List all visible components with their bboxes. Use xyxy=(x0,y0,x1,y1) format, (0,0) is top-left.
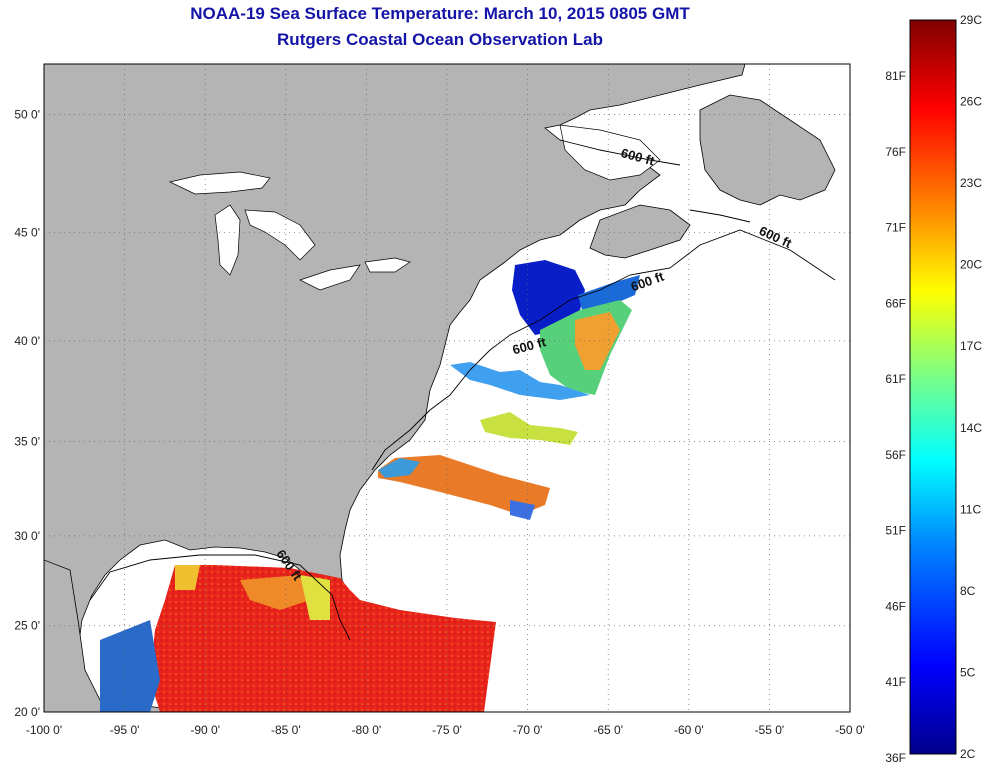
colorbar-celsius-label: 2C xyxy=(960,747,976,761)
colorbar-celsius-label: 29C xyxy=(960,13,982,27)
longitude-tick-label: -65 0' xyxy=(593,723,623,737)
longitude-tick-label: -55 0' xyxy=(755,723,785,737)
latitude-tick-label: 30 0' xyxy=(14,529,40,543)
colorbar xyxy=(909,19,957,755)
newfoundland-land xyxy=(699,94,836,206)
map-subtitle: Rutgers Coastal Ocean Observation Lab xyxy=(277,30,603,49)
latitude-tick-label: 25 0' xyxy=(14,619,40,633)
colorbar-fahrenheit-label: 41F xyxy=(885,675,906,689)
colorbar-celsius-label: 26C xyxy=(960,95,982,109)
colorbar-celsius-label: 14C xyxy=(960,421,982,435)
longitude-tick-label: -75 0' xyxy=(432,723,462,737)
colorbar-fahrenheit-label: 46F xyxy=(885,599,906,613)
nova-scotia-land xyxy=(589,204,691,259)
latitude-tick-label: 40 0' xyxy=(14,334,40,348)
longitude-tick-label: -80 0' xyxy=(352,723,382,737)
colorbar-celsius-label: 20C xyxy=(960,258,982,272)
longitude-tick-label: -85 0' xyxy=(271,723,301,737)
latitude-tick-label: 50 0' xyxy=(14,108,40,122)
st-lawrence xyxy=(559,124,661,181)
colorbar-celsius-label: 17C xyxy=(960,339,982,353)
600-ft-contour-north xyxy=(559,139,751,223)
colorbar-fahrenheit-label: 36F xyxy=(885,751,906,765)
longitude-tick-label: -90 0' xyxy=(190,723,220,737)
longitude-tick-label: -70 0' xyxy=(513,723,543,737)
colorbar-fahrenheit-label: 81F xyxy=(885,69,906,83)
colorbar-celsius-label: 23C xyxy=(960,176,982,190)
latitude-tick-label: 45 0' xyxy=(14,226,40,240)
600-ft-contour xyxy=(89,229,836,641)
colorbar-celsius-label: 8C xyxy=(960,584,976,598)
latitude-ticks: 20 0' 25 0' 30 0' 35 0' 40 0' 45 0' 50 0' xyxy=(14,108,40,719)
great-lakes xyxy=(168,171,411,291)
map-title: NOAA-19 Sea Surface Temperature: March 1… xyxy=(190,4,690,23)
colorbar-celsius-labels: 29C 26C 23C 20C 17C 14C 11C 8C 5C 2C xyxy=(960,13,982,761)
map-frame xyxy=(43,63,851,713)
longitude-tick-label: -100 0' xyxy=(26,723,62,737)
sst-data xyxy=(100,260,640,712)
colorbar-fahrenheit-label: 56F xyxy=(885,448,906,462)
latitude-tick-label: 20 0' xyxy=(14,705,40,719)
latitude-tick-label: 35 0' xyxy=(14,434,40,448)
colorbar-fahrenheit-labels: 81F 76F 71F 66F 61F 56F 51F 46F 41F 36F xyxy=(885,69,906,765)
colorbar-celsius-label: 11C xyxy=(960,502,981,516)
colorbar-celsius-label: 5C xyxy=(960,665,976,679)
colorbar-fahrenheit-label: 61F xyxy=(885,372,906,386)
lat-lon-grid xyxy=(44,64,850,712)
longitude-ticks: -100 0' -95 0' -90 0' -85 0' -80 0' -75 0' -70… xyxy=(26,723,865,737)
longitude-tick-label: -50 0' xyxy=(835,723,865,737)
colorbar-fahrenheit-label: 76F xyxy=(885,145,906,159)
colorbar-fahrenheit-label: 51F xyxy=(885,524,906,538)
longitude-tick-label: -95 0' xyxy=(110,723,140,737)
colorbar-fahrenheit-label: 71F xyxy=(885,221,906,235)
colorbar-fahrenheit-label: 66F xyxy=(885,296,906,310)
longitude-tick-label: -60 0' xyxy=(674,723,704,737)
